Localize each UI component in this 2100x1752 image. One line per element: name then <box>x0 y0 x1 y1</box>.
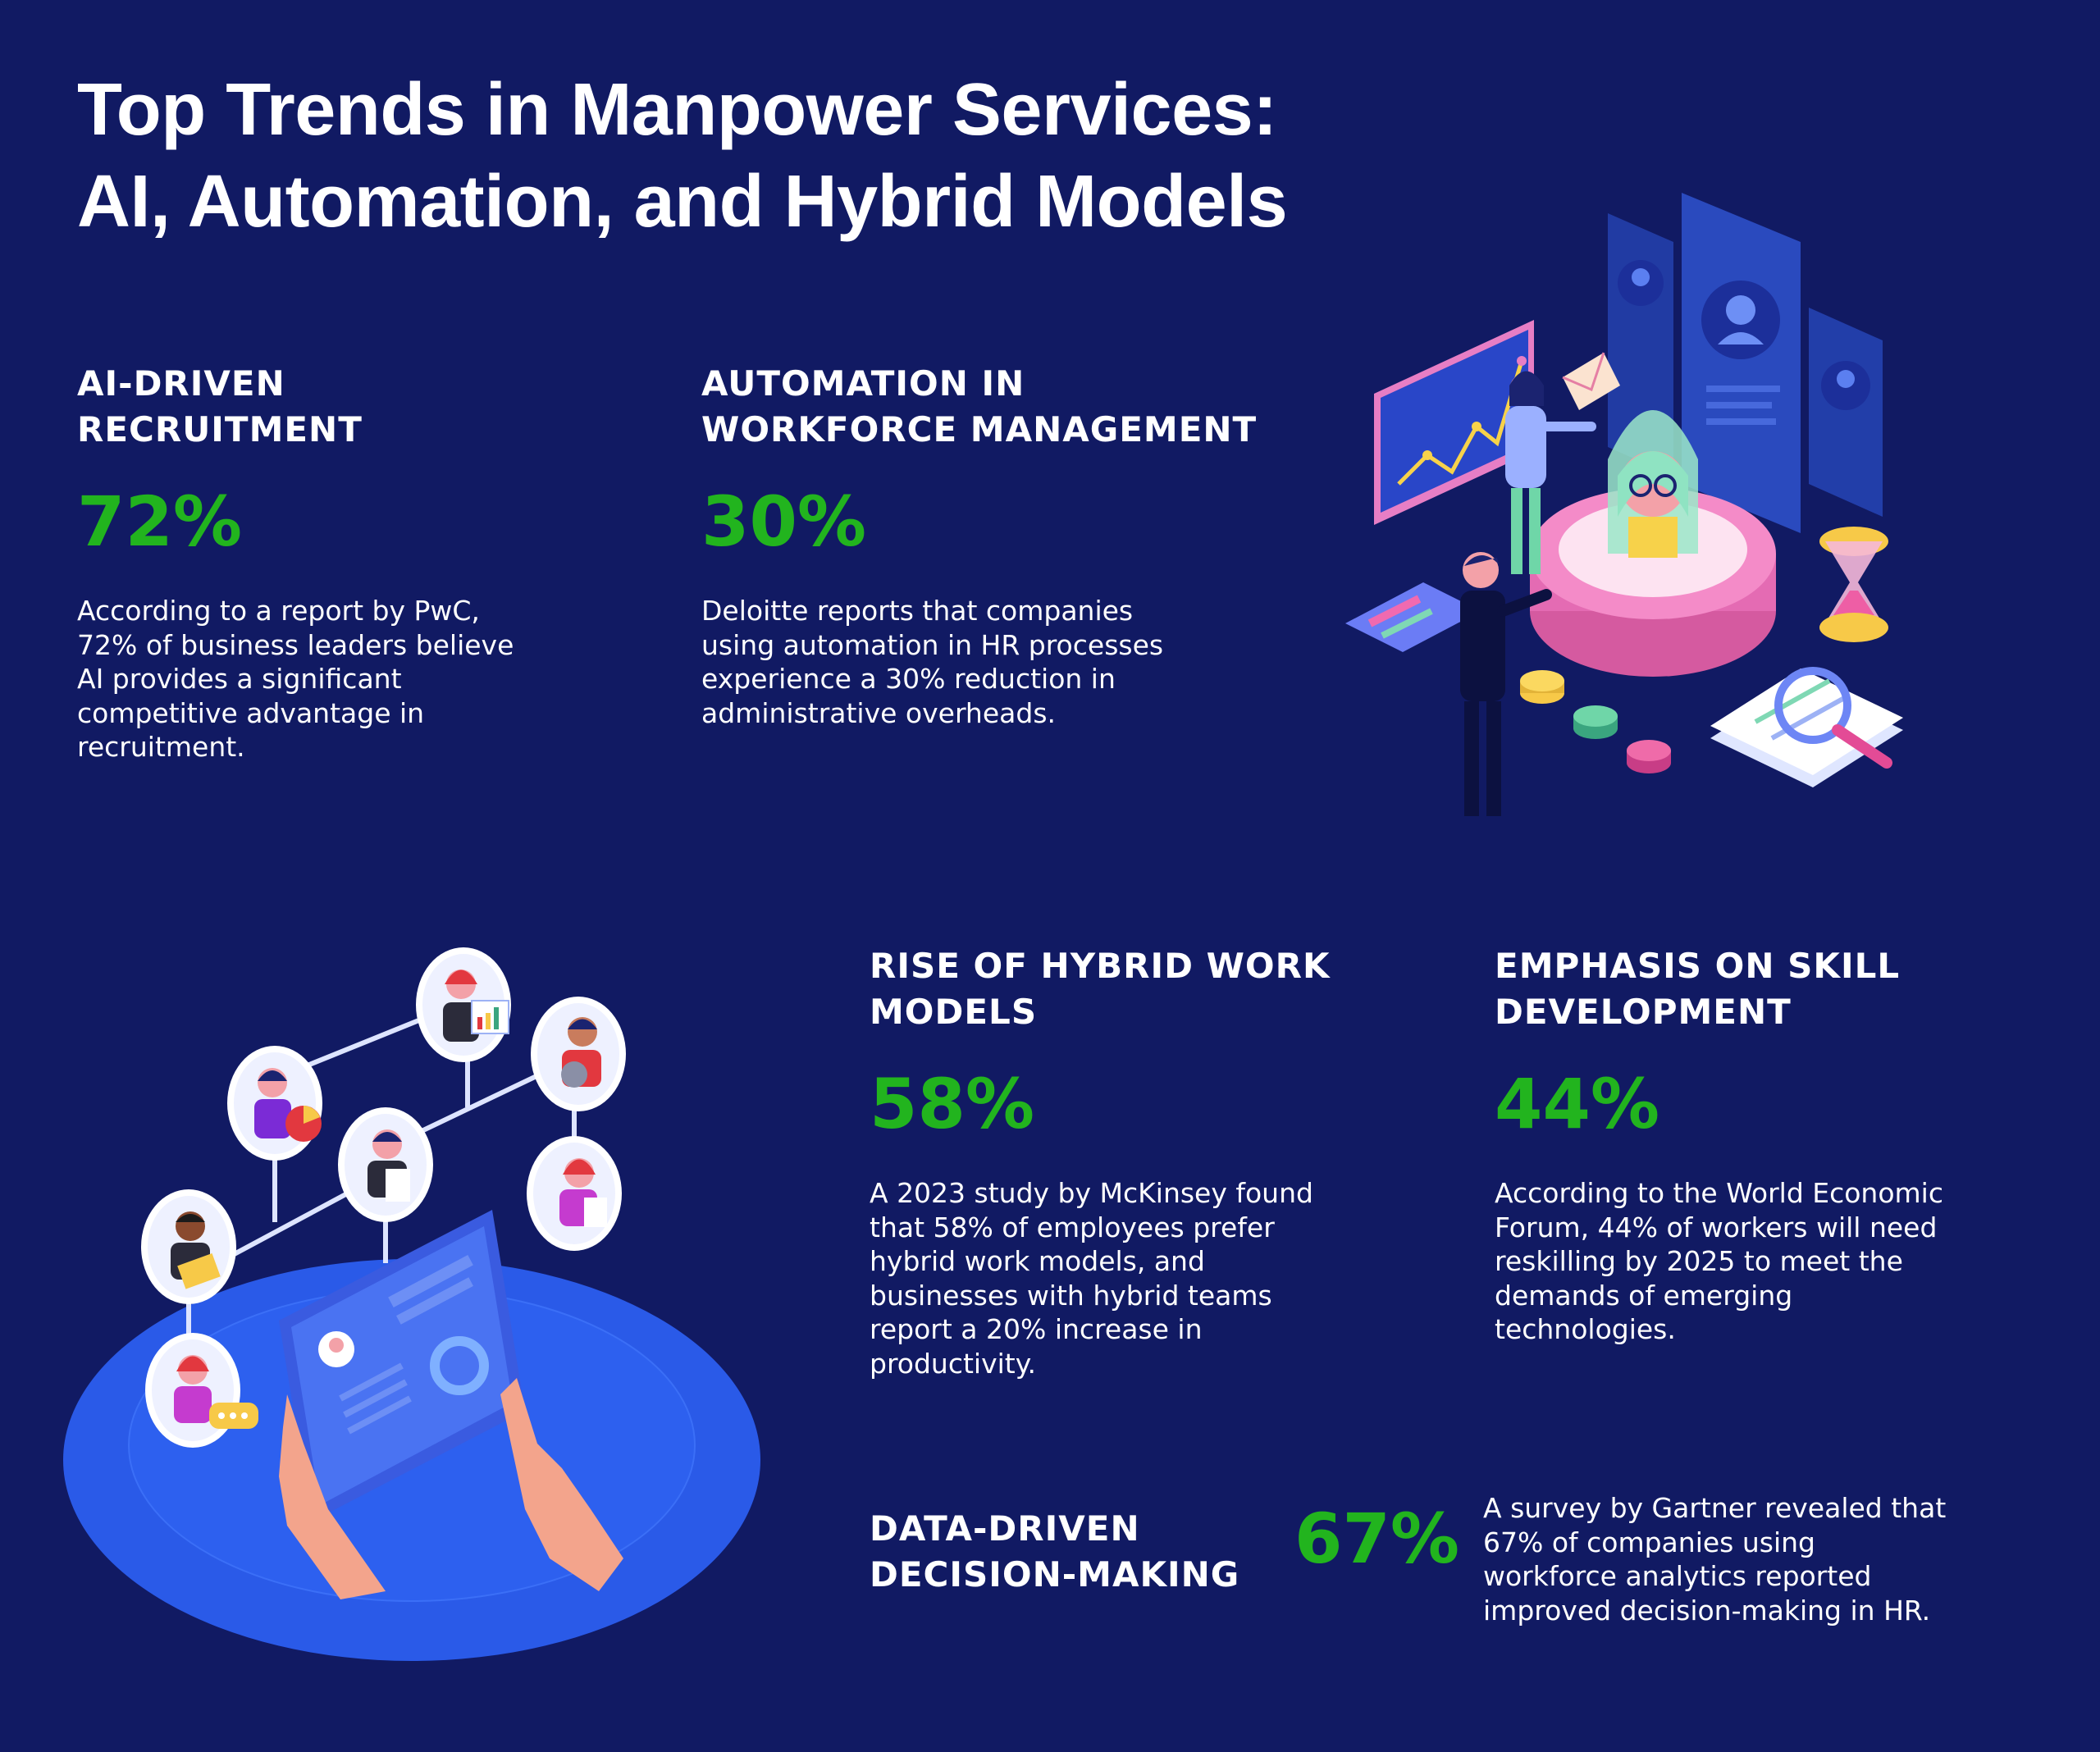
person-woman-icon <box>1505 352 1620 574</box>
description-line: businesses with hybrid teams <box>870 1279 1272 1312</box>
person-man-icon <box>1460 552 1552 816</box>
team-member-avatars <box>141 947 626 1448</box>
description-line: A 2023 study by McKinsey found <box>870 1177 1313 1209</box>
magnifier-documents <box>1710 667 1903 787</box>
trend-heading: RISE OF HYBRID WORK MODELS <box>870 943 1477 1035</box>
heading-line: MODELS <box>870 992 1038 1032</box>
profile-panels <box>1608 193 1883 533</box>
description-line: productivity. <box>870 1347 1037 1380</box>
description-line: 67% of companies using <box>1483 1526 1815 1558</box>
avatar <box>531 997 626 1111</box>
description-line: demands of emerging <box>1495 1279 1793 1312</box>
description-line: technologies. <box>1495 1313 1676 1345</box>
description-line: competitive advantage in <box>77 696 425 729</box>
title-line-2: AI, Automation, and Hybrid Models <box>77 161 1288 243</box>
trend-skill-development: EMPHASIS ON SKILL DEVELOPMENT 44% Accord… <box>1495 943 2069 1347</box>
description-line: experience a 30% reduction in <box>701 663 1116 695</box>
heading-line: EMPHASIS ON SKILL <box>1495 946 1901 986</box>
description-line: workforce analytics reported <box>1483 1560 1872 1592</box>
description-line: improved decision-making in HR. <box>1483 1594 1931 1627</box>
ai-recruitment-illustration <box>1345 193 1903 816</box>
avatar <box>338 1107 433 1222</box>
heading-line: AI-DRIVEN <box>77 363 285 404</box>
trend-description: According to a report by PwC, 72% of bus… <box>77 594 651 764</box>
description-line: reskilling by 2025 to meet the <box>1495 1245 1903 1277</box>
description-line: AI provides a significant <box>77 663 402 695</box>
description-line: administrative overheads. <box>701 696 1056 729</box>
tablet-device <box>279 1210 525 1522</box>
avatar <box>141 1189 236 1304</box>
description-line: Deloitte reports that companies <box>701 595 1134 627</box>
description-line: using automation in HR processes <box>701 628 1164 661</box>
heading-line: RISE OF HYBRID WORK <box>870 946 1331 986</box>
trend-ai-recruitment: AI-DRIVEN RECRUITMENT 72% According to a… <box>77 361 651 764</box>
trend-stat: 72% <box>77 481 243 562</box>
description-line: A survey by Gartner revealed that <box>1483 1492 1947 1524</box>
heading-line: DECISION-MAKING <box>870 1554 1240 1595</box>
description-line: 72% of business leaders believe <box>77 628 514 661</box>
trend-heading: EMPHASIS ON SKILL DEVELOPMENT <box>1495 943 2069 1035</box>
heading-line: WORKFORCE MANAGEMENT <box>701 409 1258 449</box>
heading-line: RECRUITMENT <box>77 409 363 449</box>
trend-stat: 67% <box>1294 1499 1460 1579</box>
page-title: Top Trends in Manpower Services: AI, Aut… <box>77 64 1472 248</box>
heading-line: DATA-DRIVEN <box>870 1508 1140 1549</box>
avatar <box>227 1046 322 1161</box>
ai-avatar <box>1608 410 1698 558</box>
document-card <box>1345 582 1481 652</box>
trend-stat: 30% <box>701 481 867 562</box>
trend-description: Deloitte reports that companies using au… <box>701 594 1358 730</box>
heading-line: AUTOMATION IN <box>701 363 1025 404</box>
title-line-1: Top Trends in Manpower Services: <box>77 69 1277 151</box>
description-line: Forum, 44% of workers will need <box>1495 1211 1938 1243</box>
trend-hybrid-work: RISE OF HYBRID WORK MODELS 58% A 2023 st… <box>870 943 1477 1380</box>
trend-description: A survey by Gartner revealed that 67% of… <box>1483 1491 2057 1627</box>
description-line: recruitment. <box>77 731 245 763</box>
description-line: hybrid work models, and <box>870 1245 1205 1277</box>
description-line: According to the World Economic <box>1495 1177 1943 1209</box>
avatar <box>527 1136 622 1251</box>
avatar <box>416 947 511 1062</box>
trend-description: According to the World Economic Forum, 4… <box>1495 1176 2069 1347</box>
trend-heading: AUTOMATION IN WORKFORCE MANAGEMENT <box>701 361 1358 453</box>
analytics-board <box>1374 320 1534 525</box>
trend-stat: 44% <box>1495 1064 1660 1144</box>
hands-icon <box>279 1378 623 1599</box>
description-line: According to a report by PwC, <box>77 595 480 627</box>
trend-data-driven-heading: DATA-DRIVEN DECISION-MAKING <box>870 1506 1296 1598</box>
coin-stacks <box>1520 670 1671 773</box>
description-line: that 58% of employees prefer <box>870 1211 1275 1243</box>
heading-line: DEVELOPMENT <box>1495 992 1792 1032</box>
trend-workforce-automation: AUTOMATION IN WORKFORCE MANAGEMENT 30% D… <box>701 361 1358 730</box>
trend-description: A 2023 study by McKinsey found that 58% … <box>870 1176 1477 1380</box>
description-line: report a 20% increase in <box>870 1313 1203 1345</box>
hourglass-icon <box>1819 527 1888 642</box>
hybrid-team-network-illustration <box>63 947 760 1661</box>
trend-heading: AI-DRIVEN RECRUITMENT <box>77 361 651 453</box>
trend-stat: 58% <box>870 1064 1035 1144</box>
avatar <box>145 1333 258 1448</box>
